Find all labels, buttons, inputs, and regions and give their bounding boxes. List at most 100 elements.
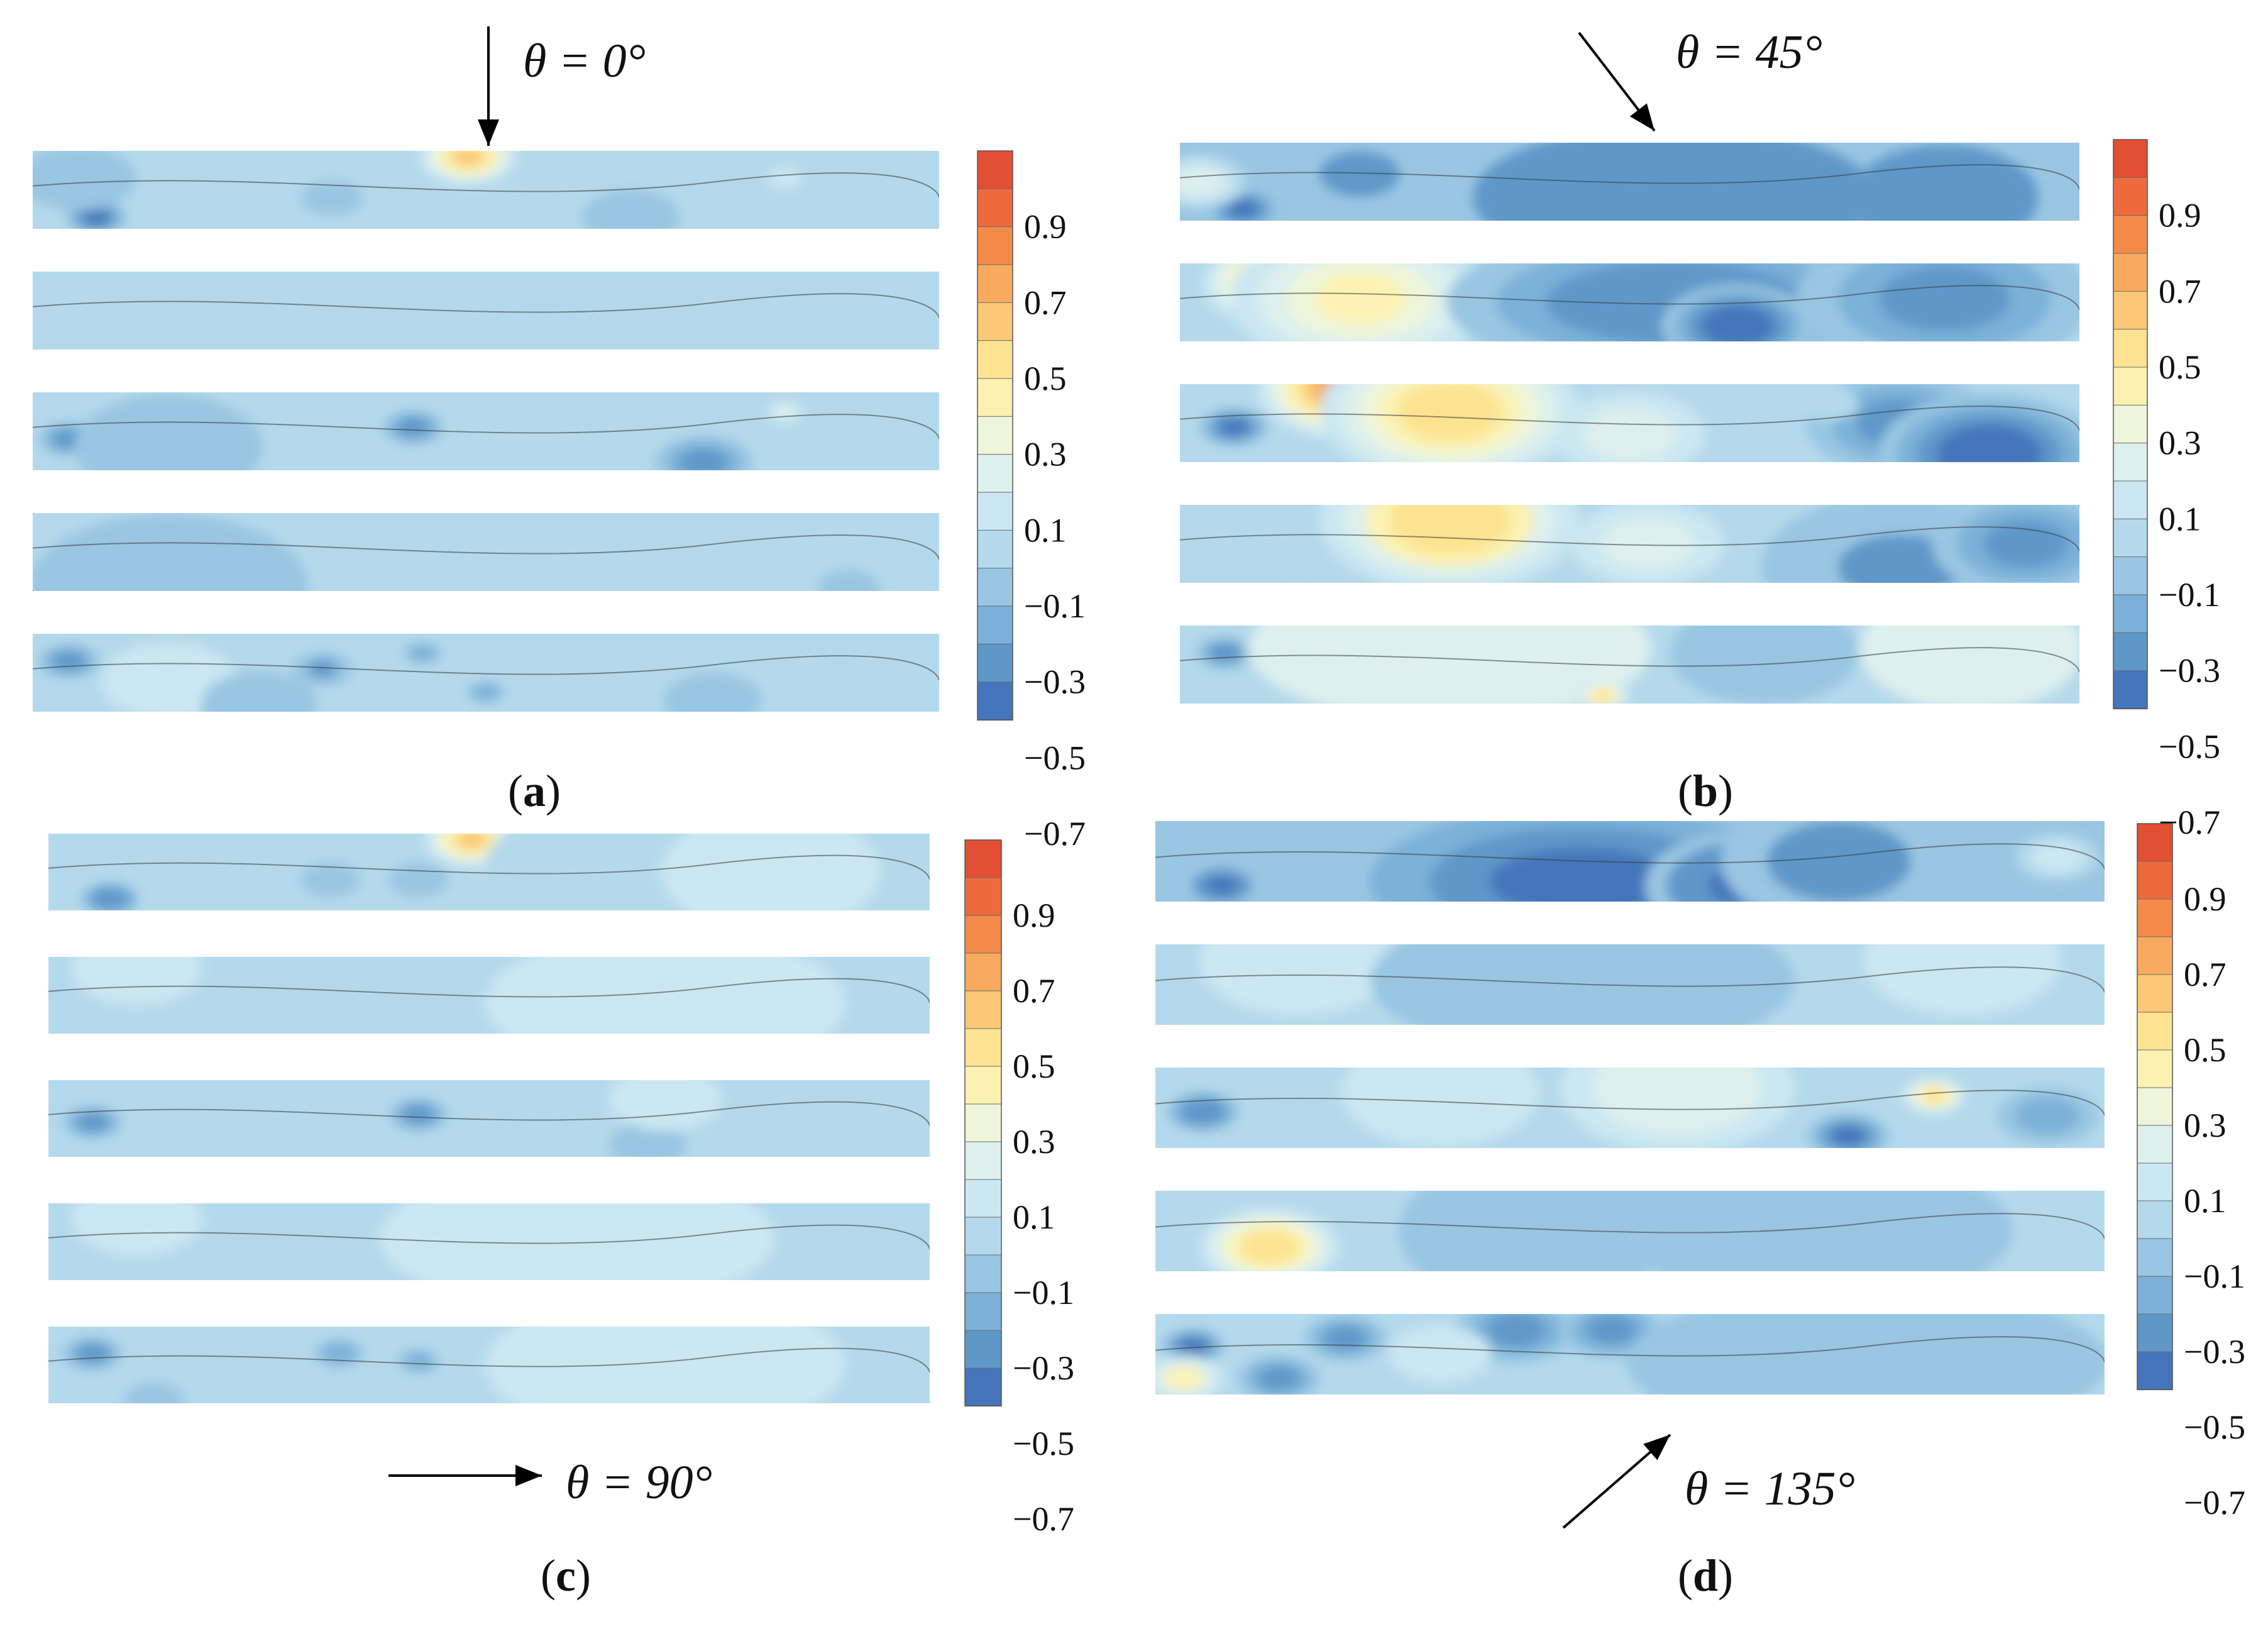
colorbar-tick-label: −0.7 bbox=[1013, 1500, 1074, 1538]
pressure-region bbox=[1219, 419, 1248, 436]
colorbar-tick-label: −0.3 bbox=[1024, 663, 1086, 701]
pressure-region bbox=[1258, 1367, 1299, 1390]
contour-strip-4 bbox=[1155, 1191, 2105, 1271]
colorbar-band bbox=[977, 529, 1013, 569]
colorbar-tick-label: 0.1 bbox=[1024, 511, 1067, 549]
colorbar-tick-label: 0.5 bbox=[2184, 1031, 2227, 1069]
contour-strip-5 bbox=[1155, 1314, 2105, 1394]
pressure-region bbox=[1407, 1336, 1473, 1372]
pressure-region bbox=[1859, 626, 2079, 704]
contour-line bbox=[1180, 406, 2079, 431]
arrow-head bbox=[1643, 1435, 1670, 1461]
contour-strip-4 bbox=[1180, 505, 2079, 583]
contour-line bbox=[1155, 1090, 2105, 1116]
colorbar: 0.90.70.50.30.1−0.1−0.3−0.5−0.7 bbox=[2137, 823, 2245, 1521]
colorbar-tick-label: −0.5 bbox=[2159, 727, 2220, 765]
colorbar-band bbox=[977, 264, 1013, 304]
colorbar-tick-label: −0.5 bbox=[1013, 1425, 1074, 1462]
colorbar-band bbox=[977, 682, 1013, 721]
colorbar-band bbox=[977, 416, 1013, 455]
colorbar-tick-label: 0.9 bbox=[1013, 897, 1055, 934]
pressure-region bbox=[680, 449, 727, 470]
colorbar-band bbox=[2137, 898, 2173, 938]
pressure-region bbox=[663, 672, 762, 712]
colorbar-band bbox=[2113, 329, 2148, 368]
pressure-region bbox=[33, 151, 136, 211]
colorbar-band bbox=[977, 643, 1013, 683]
pressure-region bbox=[201, 671, 317, 712]
colorbar-tick-label: 0.3 bbox=[1013, 1123, 1055, 1161]
panel-d: 0.9 0.7 0.5 0.3 0.1 −0.1 −0.3 −0.5 −0.7 θ = 135° (… bbox=[1155, 821, 2245, 1601]
pressure-region bbox=[1398, 1191, 1672, 1271]
colorbar-band bbox=[964, 1367, 1002, 1407]
pressure-region bbox=[97, 891, 123, 907]
contour-line bbox=[33, 293, 939, 319]
contour-strip-1 bbox=[33, 151, 939, 229]
colorbar-band bbox=[2137, 861, 2173, 900]
pressure-region bbox=[403, 1105, 434, 1124]
colorbar-tick-label: 0.3 bbox=[2159, 424, 2201, 462]
contour-line bbox=[33, 655, 939, 681]
colorbar-band bbox=[964, 1103, 1002, 1143]
pressure-region bbox=[1227, 200, 1258, 218]
colorbar: 0.90.70.50.30.1−0.1−0.3−0.5−0.7 bbox=[964, 839, 1074, 1538]
panel-label: (b) bbox=[1678, 766, 1733, 816]
wind-direction-arrow bbox=[388, 1465, 542, 1486]
colorbar-band bbox=[2137, 1200, 2173, 1240]
pressure-region bbox=[1837, 534, 1961, 583]
contour-line bbox=[1155, 1336, 2105, 1362]
pressure-region bbox=[1626, 1314, 2105, 1394]
pressure-region bbox=[1314, 273, 1406, 324]
wind-direction-arrow bbox=[1578, 31, 1656, 132]
pressure-region bbox=[1879, 265, 2010, 331]
contour-line bbox=[48, 978, 930, 1003]
colorbar-tick-label: 0.1 bbox=[1013, 1198, 1055, 1236]
colorbar-band bbox=[964, 1292, 1002, 1332]
contour-strip-2 bbox=[33, 272, 939, 350]
contour-strip-4 bbox=[48, 1203, 930, 1280]
pressure-region bbox=[307, 660, 338, 678]
arrow-head bbox=[478, 119, 499, 146]
colorbar-band bbox=[2113, 215, 2148, 255]
colorbar-tick-label: 0.7 bbox=[2159, 272, 2201, 310]
contour-strip-1 bbox=[1155, 821, 2105, 902]
pressure-region bbox=[457, 1203, 698, 1280]
colorbar: 0.90.70.50.30.1−0.1−0.3−0.5−0.7 bbox=[2113, 139, 2220, 841]
colorbar-band bbox=[2113, 670, 2148, 710]
contour-strip-5 bbox=[1180, 626, 2079, 704]
contour-line bbox=[1180, 647, 2079, 673]
colorbar-band bbox=[964, 877, 1002, 917]
pressure-region bbox=[1379, 1068, 1501, 1126]
colorbar-band bbox=[2137, 1276, 2173, 1315]
colorbar-band bbox=[2113, 139, 2148, 179]
colorbar-tick-label: −0.3 bbox=[1013, 1349, 1074, 1387]
pressure-region bbox=[311, 186, 352, 209]
colorbar-band bbox=[2137, 1162, 2173, 1202]
colorbar-band bbox=[977, 188, 1013, 228]
colorbar-band bbox=[2113, 480, 2148, 520]
colorbar-band bbox=[964, 1066, 1002, 1105]
colorbar-band bbox=[977, 605, 1013, 645]
pressure-region bbox=[622, 1131, 673, 1157]
pressure-region bbox=[1325, 1327, 1365, 1350]
colorbar-tick-label: 0.1 bbox=[2184, 1182, 2227, 1220]
pressure-region bbox=[398, 418, 429, 436]
pressure-region bbox=[404, 1352, 433, 1370]
contour-strip-3 bbox=[33, 392, 939, 470]
colorbar-tick-label: −0.7 bbox=[1024, 815, 1086, 853]
colorbar-band bbox=[964, 1179, 1002, 1218]
contour-strip-4 bbox=[33, 513, 939, 591]
angle-label: θ = 45° bbox=[1676, 26, 1822, 79]
colorbar-frame bbox=[2137, 823, 2173, 1390]
colorbar-band bbox=[2137, 974, 2173, 1013]
pressure-region bbox=[1671, 626, 1859, 704]
colorbar-band bbox=[977, 302, 1013, 341]
arrow-head bbox=[515, 1465, 542, 1486]
pressure-region bbox=[83, 209, 109, 225]
angle-label: θ = 135° bbox=[1685, 1462, 1855, 1515]
pressure-region bbox=[1180, 525, 1301, 583]
colorbar-band bbox=[2113, 594, 2148, 634]
pressure-region bbox=[485, 1327, 845, 1403]
colorbar-band bbox=[2137, 823, 2173, 863]
colorbar-tick-label: 0.3 bbox=[2184, 1107, 2227, 1144]
